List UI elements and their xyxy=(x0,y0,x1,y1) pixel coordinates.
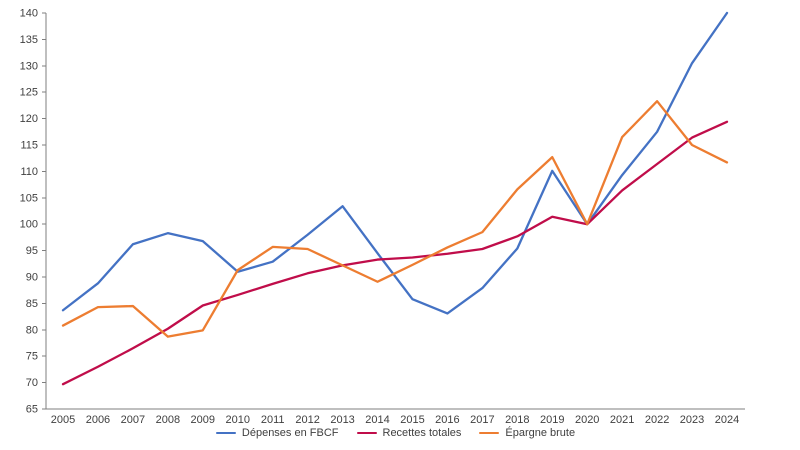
x-axis-tick-label: 2009 xyxy=(191,414,215,426)
x-axis-tick-label: 2019 xyxy=(540,414,564,426)
legend-line-marker-epargne xyxy=(479,431,500,435)
x-axis-tick-label: 2024 xyxy=(715,414,739,426)
x-axis-tick-label: 2012 xyxy=(295,414,319,426)
y-axis-tick-label: 125 xyxy=(20,87,38,99)
x-axis-tick-label: 2006 xyxy=(86,414,110,426)
x-axis-tick-label: 2011 xyxy=(261,414,285,426)
y-axis-tick-label: 135 xyxy=(20,34,38,46)
y-axis-tick-label: 95 xyxy=(26,245,38,257)
x-axis-tick-label: 2023 xyxy=(680,414,704,426)
y-axis-tick-label: 130 xyxy=(20,60,38,72)
x-axis-tick-label: 2005 xyxy=(51,414,75,426)
y-axis-tick-label: 80 xyxy=(26,324,38,336)
legend-item-depenses: Dépenses en FBCF xyxy=(215,427,339,439)
y-axis-tick-label: 65 xyxy=(26,404,38,416)
x-axis-tick-label: 2017 xyxy=(470,414,494,426)
legend-item-epargne: Épargne brute xyxy=(479,427,575,439)
x-axis-tick-label: 2014 xyxy=(365,414,389,426)
series-line-2 xyxy=(61,100,729,338)
x-axis-tick-label: 2018 xyxy=(505,414,529,426)
y-axis-tick-label: 120 xyxy=(20,113,38,125)
y-axis-tick-label: 85 xyxy=(26,298,38,310)
legend-line-marker-recettes xyxy=(356,431,377,435)
legend-label-epargne: Épargne brute xyxy=(505,427,576,439)
legend-line-marker-depenses xyxy=(215,431,236,435)
legend-item-recettes: Recettes totales xyxy=(356,427,462,439)
x-axis-tick-label: 2020 xyxy=(575,414,599,426)
x-axis-tick-label: 2021 xyxy=(610,414,634,426)
x-axis-tick-label: 2022 xyxy=(645,414,669,426)
y-axis-tick-label: 140 xyxy=(20,8,38,20)
y-axis-tick-label: 115 xyxy=(20,140,38,152)
x-axis-tick-label: 2015 xyxy=(400,414,424,426)
series-line-1 xyxy=(61,120,729,386)
y-axis-tick-label: 105 xyxy=(20,192,38,204)
x-axis-tick-label: 2016 xyxy=(435,414,459,426)
x-axis-tick-label: 2010 xyxy=(225,414,249,426)
y-axis-tick-label: 75 xyxy=(26,351,38,363)
legend: Dépenses en FBCF Recettes totales Épargn… xyxy=(46,427,745,439)
y-axis-tick-label: 70 xyxy=(26,377,38,389)
series-line-0 xyxy=(61,11,729,315)
x-axis-tick-label: 2013 xyxy=(330,414,354,426)
y-axis-tick-label: 90 xyxy=(26,272,38,284)
legend-label-depenses: Dépenses en FBCF xyxy=(241,427,339,439)
y-axis-tick-label: 110 xyxy=(20,166,38,178)
legend-label-recettes: Recettes totales xyxy=(382,427,462,439)
y-axis-tick-label: 100 xyxy=(20,219,38,231)
x-axis-tick-label: 2007 xyxy=(121,414,145,426)
x-axis-tick-label: 2008 xyxy=(156,414,180,426)
